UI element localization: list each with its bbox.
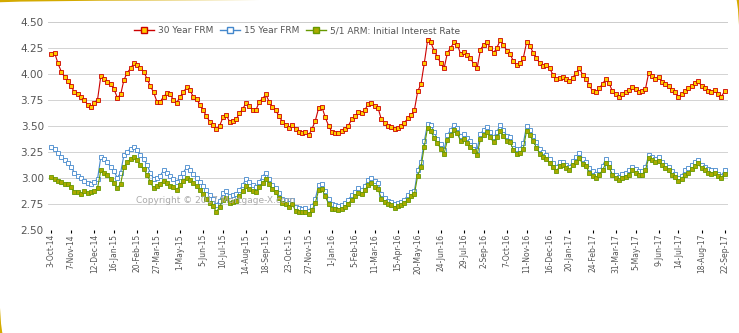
Legend: 30 Year FRM, 15 Year FRM, 5/1 ARM: Initial Interest Rate: 30 Year FRM, 15 Year FRM, 5/1 ARM: Initi… [134, 26, 460, 35]
Text: Copyright © 2017 Mortgage-X.com: Copyright © 2017 Mortgage-X.com [137, 196, 296, 205]
